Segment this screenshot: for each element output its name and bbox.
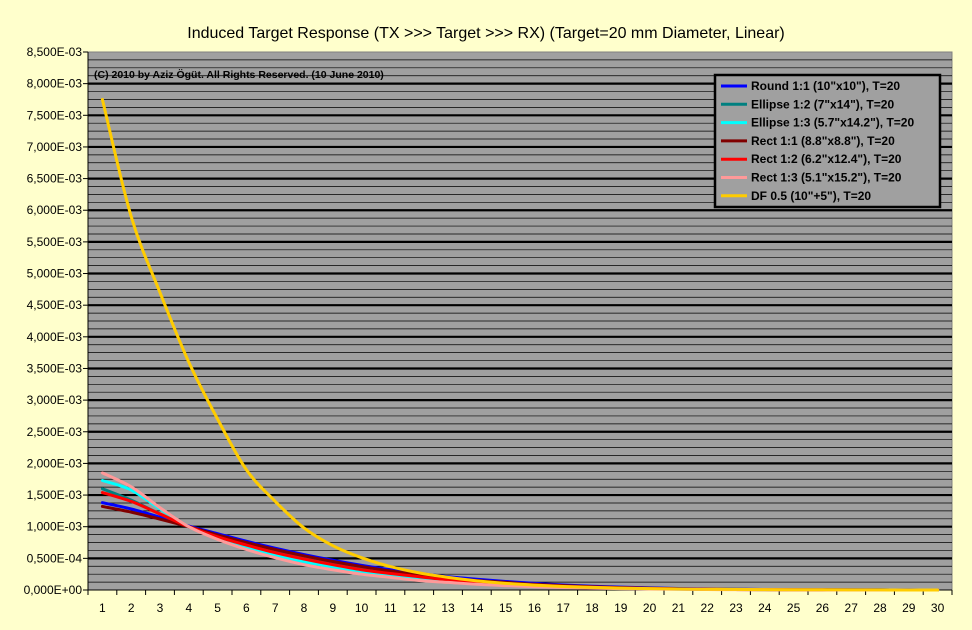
x-tick-label: 19 bbox=[614, 601, 628, 615]
y-tick-label: 1,500E-03 bbox=[27, 488, 83, 502]
chart-title: Induced Target Response (TX >>> Target >… bbox=[187, 25, 785, 42]
x-tick-label: 15 bbox=[499, 601, 513, 615]
x-tick-label: 25 bbox=[787, 601, 801, 615]
legend-label: Ellipse 1:2 (7"x14"), T=20 bbox=[751, 97, 894, 111]
x-tick-label: 26 bbox=[816, 601, 830, 615]
series-line-7 bbox=[100, 97, 940, 592]
y-tick-label: 1,000E-03 bbox=[27, 520, 83, 534]
x-tick-label: 20 bbox=[643, 601, 657, 615]
x-tick-label: 13 bbox=[441, 601, 455, 615]
x-tick-label: 2 bbox=[128, 601, 135, 615]
y-tick-label: 4,500E-03 bbox=[27, 298, 83, 312]
x-tick-label: 7 bbox=[272, 601, 279, 615]
y-tick-label: 2,000E-03 bbox=[27, 456, 83, 470]
x-tick-label: 22 bbox=[701, 601, 715, 615]
legend: Round 1:1 (10"x10"), T=20 Ellipse 1:2 (7"… bbox=[713, 73, 942, 209]
x-tick-label: 5 bbox=[214, 601, 221, 615]
y-tick-label: 6,000E-03 bbox=[27, 203, 83, 217]
series-layer bbox=[100, 97, 940, 592]
y-tick-label: 5,000E-03 bbox=[27, 267, 83, 281]
x-tick-label: 27 bbox=[845, 601, 859, 615]
y-tick-label: 6,500E-03 bbox=[27, 172, 83, 186]
x-tick-label: 11 bbox=[384, 601, 397, 615]
legend-label: Rect 1:3 (5.1"x15.2"), T=20 bbox=[751, 171, 902, 185]
x-tick-label: 12 bbox=[413, 601, 427, 615]
x-tick-label: 4 bbox=[185, 601, 192, 615]
x-tick-label: 8 bbox=[301, 601, 308, 615]
x-tick-label: 29 bbox=[902, 601, 916, 615]
y-tick-label: 8,500E-03 bbox=[27, 45, 83, 59]
x-tick-label: 14 bbox=[470, 601, 484, 615]
legend-label: DF 0.5 (10"+5"), T=20 bbox=[751, 189, 871, 203]
legend-box bbox=[713, 73, 942, 209]
x-tick-label: 6 bbox=[243, 601, 250, 615]
x-tick-label: 23 bbox=[729, 601, 743, 615]
x-tick-label: 24 bbox=[758, 601, 772, 615]
y-tick-label: 8,000E-03 bbox=[27, 77, 83, 91]
y-tick-label: 3,000E-03 bbox=[27, 393, 83, 407]
y-tick-label: 0,500E-04 bbox=[27, 551, 83, 565]
y-tick-label: 2,500E-03 bbox=[27, 425, 83, 439]
y-tick-label: 5,500E-03 bbox=[27, 235, 83, 249]
x-tick-label: 9 bbox=[329, 601, 336, 615]
legend-label: Ellipse 1:3 (5.7"x14.2"), T=20 bbox=[751, 116, 914, 130]
legend-label: Round 1:1 (10"x10"), T=20 bbox=[751, 79, 900, 93]
x-tick-label: 18 bbox=[585, 601, 599, 615]
x-tick-label: 30 bbox=[931, 601, 945, 615]
copyright-annotation: (C) 2010 by Aziz Ögüt. All Rights Reserv… bbox=[94, 68, 384, 81]
y-tick-label: 4,000E-03 bbox=[27, 330, 83, 344]
y-tick-label: 7,000E-03 bbox=[27, 140, 83, 154]
x-tick-label: 1 bbox=[99, 601, 106, 615]
y-axis: 0,000E+00 0,500E-04 1,000E-03 1,500E-03 2,00… bbox=[24, 45, 89, 597]
x-tick-label: 3 bbox=[157, 601, 164, 615]
y-tick-label: 3,500E-03 bbox=[27, 361, 83, 375]
x-axis: 1 2 3 4 5 6 7 8 9 10 11 12 13 14 15 16 17 18 19 20 21 22 23 24 2… bbox=[87, 589, 953, 615]
x-tick-label: 10 bbox=[355, 601, 369, 615]
legend-label: Rect 1:1 (8.8"x8.8"), T=20 bbox=[751, 134, 895, 148]
x-tick-label: 28 bbox=[873, 601, 887, 615]
y-tick-label: 7,500E-03 bbox=[27, 108, 83, 122]
x-tick-label: 16 bbox=[528, 601, 542, 615]
x-tick-label: 17 bbox=[557, 601, 571, 615]
legend-label: Rect 1:2 (6.2"x12.4"), T=20 bbox=[751, 152, 902, 166]
x-tick-label: 21 bbox=[672, 601, 686, 615]
y-tick-label: 0,000E+00 bbox=[24, 583, 83, 597]
